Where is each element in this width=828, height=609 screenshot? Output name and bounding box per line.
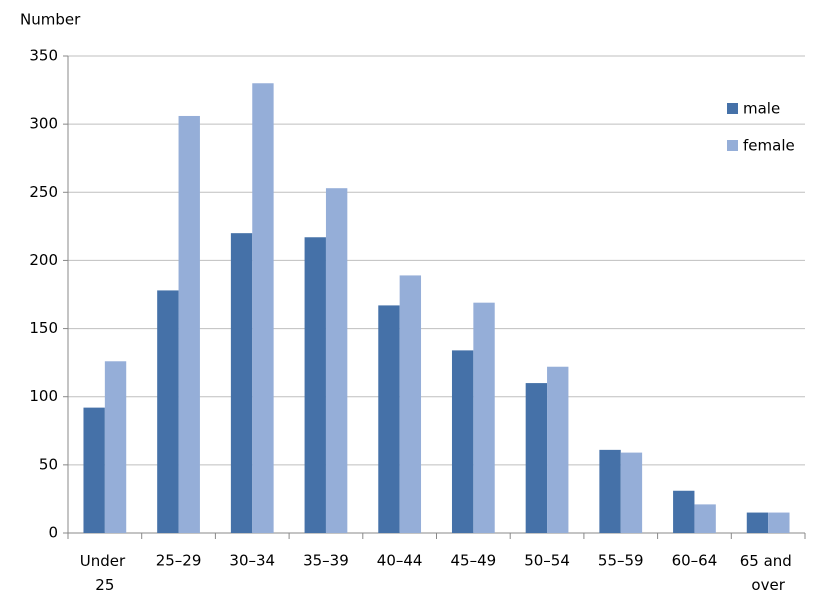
x-tick-label: 60–64 xyxy=(672,552,718,570)
bar xyxy=(178,115,200,534)
bar xyxy=(304,237,326,533)
x-tick-label: 65 and over xyxy=(740,552,797,594)
y-axis-title: Number xyxy=(20,11,81,29)
bar xyxy=(378,305,400,533)
bar xyxy=(694,504,716,533)
y-tick-label: 100 xyxy=(29,387,58,405)
bar xyxy=(768,512,790,533)
y-tick-label: 0 xyxy=(48,524,58,542)
bar xyxy=(620,452,643,533)
y-tick-label: 350 xyxy=(29,47,58,65)
y-tick-label: 250 xyxy=(29,183,58,201)
bar xyxy=(473,302,495,533)
x-tick-label: 25–29 xyxy=(156,552,202,570)
bar xyxy=(83,407,105,533)
x-tick-label: 30–34 xyxy=(229,552,275,570)
bar xyxy=(230,233,253,533)
bar xyxy=(252,83,274,533)
legend-swatch xyxy=(727,140,738,151)
bar xyxy=(673,490,695,533)
x-tick-label: Under 25 xyxy=(80,552,130,594)
legend-label: male xyxy=(743,100,780,118)
bar xyxy=(399,275,422,533)
legend-swatch xyxy=(727,103,738,114)
bar xyxy=(599,449,621,533)
bar xyxy=(525,383,548,533)
x-tick-label: 40–44 xyxy=(377,552,423,570)
y-tick-label: 300 xyxy=(29,115,58,133)
bar xyxy=(157,290,179,533)
bar xyxy=(325,188,348,533)
legend-label: female xyxy=(743,137,795,155)
bar xyxy=(746,512,769,533)
x-tick-label: 35–39 xyxy=(303,552,349,570)
x-tick-label: 45–49 xyxy=(451,552,497,570)
bar xyxy=(104,361,127,533)
bar xyxy=(451,350,474,533)
x-tick-label: 50–54 xyxy=(524,552,570,570)
y-tick-label: 200 xyxy=(29,251,58,269)
y-tick-label: 150 xyxy=(29,319,58,337)
y-tick-label: 50 xyxy=(39,455,58,473)
bar xyxy=(547,366,569,533)
x-tick-label: 55–59 xyxy=(598,552,644,570)
